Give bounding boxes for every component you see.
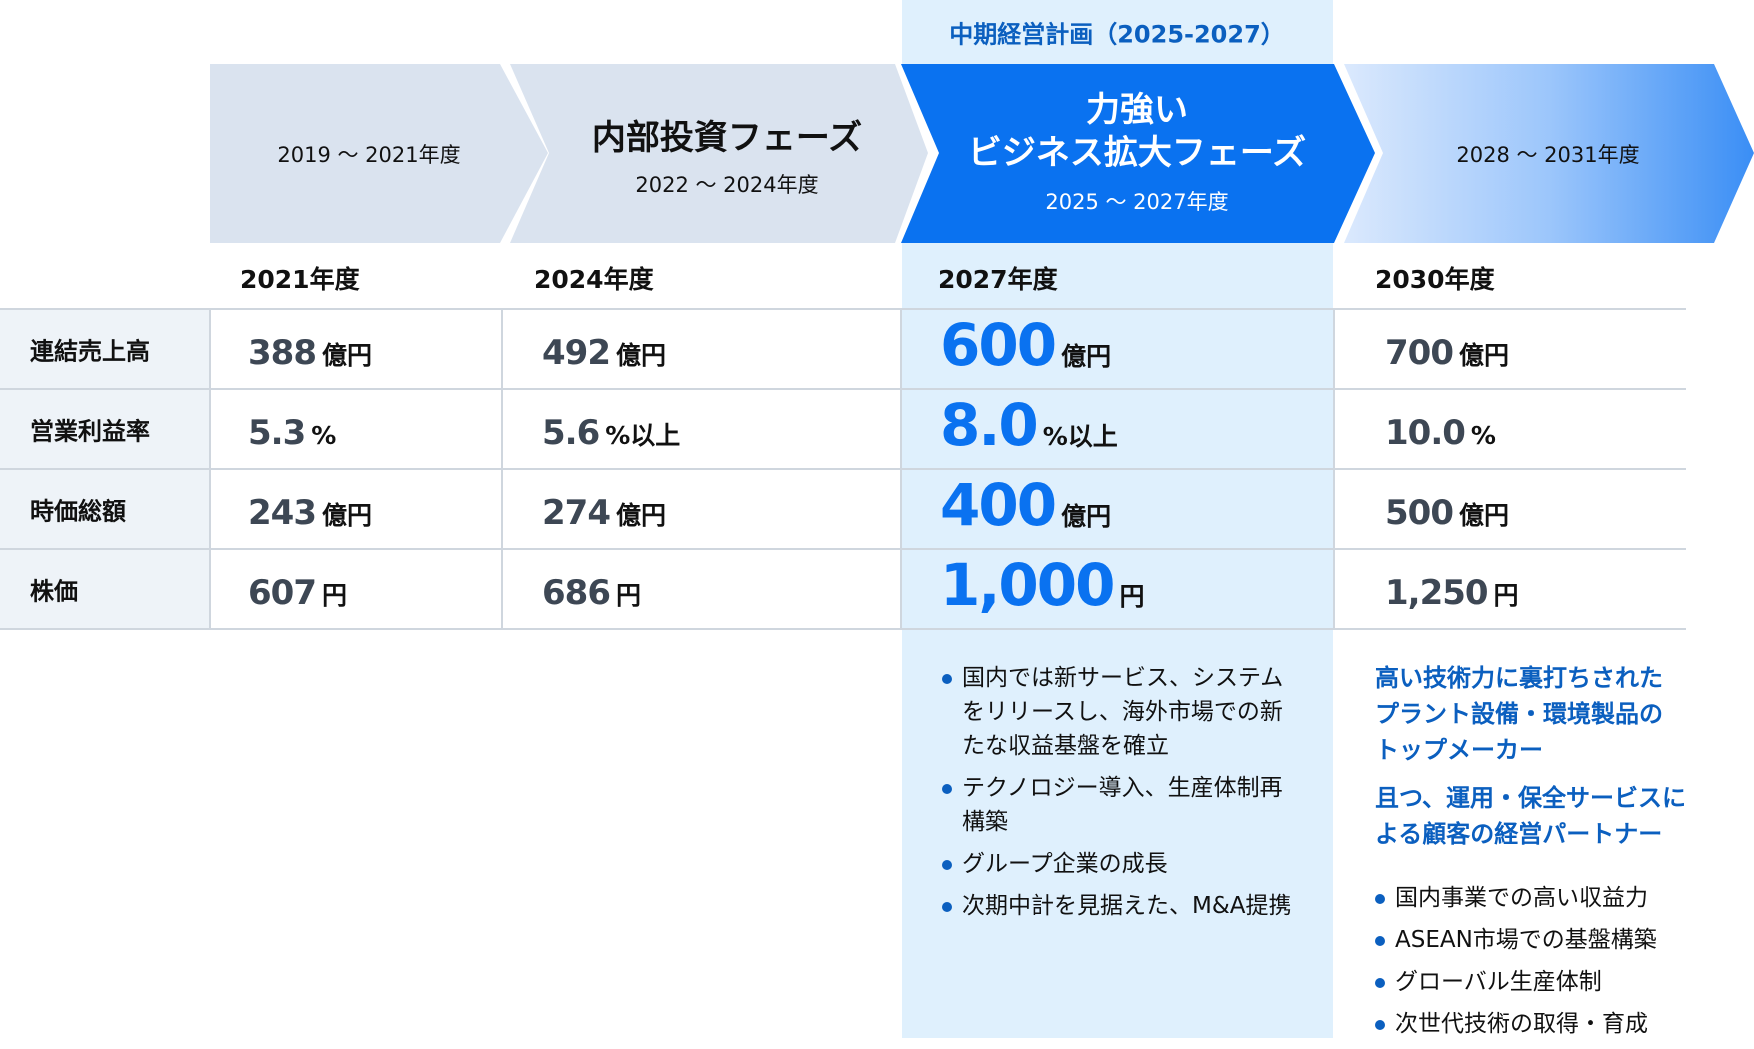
kpi-unit: 億円 [1458,501,1509,530]
kpi-value: 492 [542,333,611,373]
kpi-cell: 8.0 %以上 [940,391,1118,459]
kpi-unit: 億円 [1458,341,1509,370]
phase-3-title-line1: 力強い [1086,90,1188,130]
kpi-unit: 億円 [1061,502,1112,531]
vision-bullet: 次世代技術の取得・育成 [1373,1007,1754,1041]
year-header: 2027年度 [938,265,1058,294]
plan-bullet: 国内では新サービス、システムをリリースし、海外市場での新たな収益基盤を確立 [940,661,1300,763]
kpi-value: 400 [940,471,1057,539]
kpi-cell: 1,250 円 [1385,573,1519,613]
phase-arrow-2 [510,64,928,243]
mid-term-plan-band [902,0,1333,64]
col-divider [900,309,902,629]
phase-3-period: 2025 ～ 2027年度 [1045,190,1229,214]
kpi-unit: 円 [1119,582,1145,611]
row-divider [0,388,1686,390]
kpi-value: 8.0 [940,391,1039,459]
row-divider [0,468,1686,470]
row-divider [0,308,1686,310]
phase-arrow-4 [1344,64,1754,243]
vision-bullet: 国内事業での高い収益力 [1373,881,1754,915]
kpi-unit: 億円 [1061,342,1112,371]
row-label: 時価総額 [30,497,126,526]
phase-1-period: 2019 ～ 2021年度 [277,143,461,167]
kpi-value: 600 [940,311,1057,379]
kpi-value: 10.0 [1385,413,1466,453]
plan-bullet: 次期中計を見据えた、M&A提携 [940,889,1300,923]
kpi-cell: 10.0% [1385,413,1496,453]
vision-bullet: ASEAN市場での基盤構築 [1373,923,1754,957]
kpi-unit: 円 [321,581,347,610]
kpi-cell: 492 億円 [542,333,666,373]
kpi-unit: % [1470,421,1496,450]
kpi-value: 607 [248,573,317,613]
kpi-value: 686 [542,573,611,613]
kpi-value: 274 [542,493,611,533]
kpi-value: 1,250 [1385,573,1489,613]
kpi-cell: 388 億円 [248,333,372,373]
kpi-cell: 700 億円 [1385,333,1509,373]
year-header: 2030年度 [1375,265,1495,294]
kpi-unit: 億円 [615,341,666,370]
plan-bullet-list: 国内では新サービス、システムをリリースし、海外市場での新たな収益基盤を確立 テク… [940,661,1300,931]
col-divider [1333,309,1335,629]
plan-bullet: グループ企業の成長 [940,847,1300,881]
phase-2-period: 2022 ～ 2024年度 [635,173,819,197]
vision-bullet: グローバル生産体制 [1373,965,1754,999]
kpi-cell: 686 円 [542,573,641,613]
row-label: 株価 [30,577,78,606]
kpi-cell: 600 億円 [940,311,1111,379]
kpi-unit: 億円 [615,501,666,530]
kpi-cell: 607 円 [248,573,347,613]
kpi-value: 1,000 [940,551,1115,619]
phase-arrows [210,64,1754,243]
vision-heading-2: 且つ、運用・保全サービスによる顧客の経営パートナー [1375,784,1687,848]
kpi-value: 243 [248,493,317,533]
row-label: 営業利益率 [30,417,150,446]
col-divider [209,309,211,629]
kpi-cell: 400 億円 [940,471,1111,539]
row-divider [0,628,1686,630]
kpi-unit: 億円 [321,341,372,370]
year-header: 2024年度 [534,265,654,294]
kpi-unit: % [311,421,337,450]
kpi-value: 388 [248,333,317,373]
kpi-value: 700 [1385,333,1454,373]
row-divider [0,548,1686,550]
mid-term-plan-column-highlight [902,243,1333,1038]
vision-bullet-list: 国内事業での高い収益力 ASEAN市場での基盤構築 グローバル生産体制 次世代技… [1373,881,1754,1049]
plan-bullet: テクノロジー導入、生産体制再構築 [940,771,1300,839]
kpi-unit: %以上 [1042,422,1118,451]
phase-2-title: 内部投資フェーズ [591,118,863,158]
kpi-cell: 1,000 円 [940,551,1144,619]
kpi-unit: 円 [615,581,641,610]
row-label: 連結売上高 [30,337,150,366]
kpi-cell: 500 億円 [1385,493,1509,533]
year-header: 2021年度 [240,265,360,294]
vision-heading-1: 高い技術力に裏打ちされたプラント設備・環境製品のトップメーカー [1375,664,1663,764]
kpi-cell: 274 億円 [542,493,666,533]
kpi-cell: 5.3% [248,413,336,453]
kpi-cell: 5.6 %以上 [542,413,680,453]
kpi-unit: 億円 [321,501,372,530]
kpi-value: 5.3 [248,413,306,453]
kpi-cell: 243 億円 [248,493,372,533]
kpi-unit: %以上 [605,421,681,450]
kpi-unit: 円 [1493,581,1519,610]
phase-arrow-3 [901,64,1375,243]
col-divider [501,309,503,629]
kpi-value: 5.6 [542,413,600,453]
mid-term-plan-label: 中期経営計画（2025-2027） [949,20,1285,49]
phase-3-title-line2: ビジネス拡大フェーズ [967,133,1307,173]
kpi-value: 500 [1385,493,1454,533]
phase-4-period: 2028 ～ 2031年度 [1456,143,1640,167]
phase-arrow-1 [210,64,548,243]
